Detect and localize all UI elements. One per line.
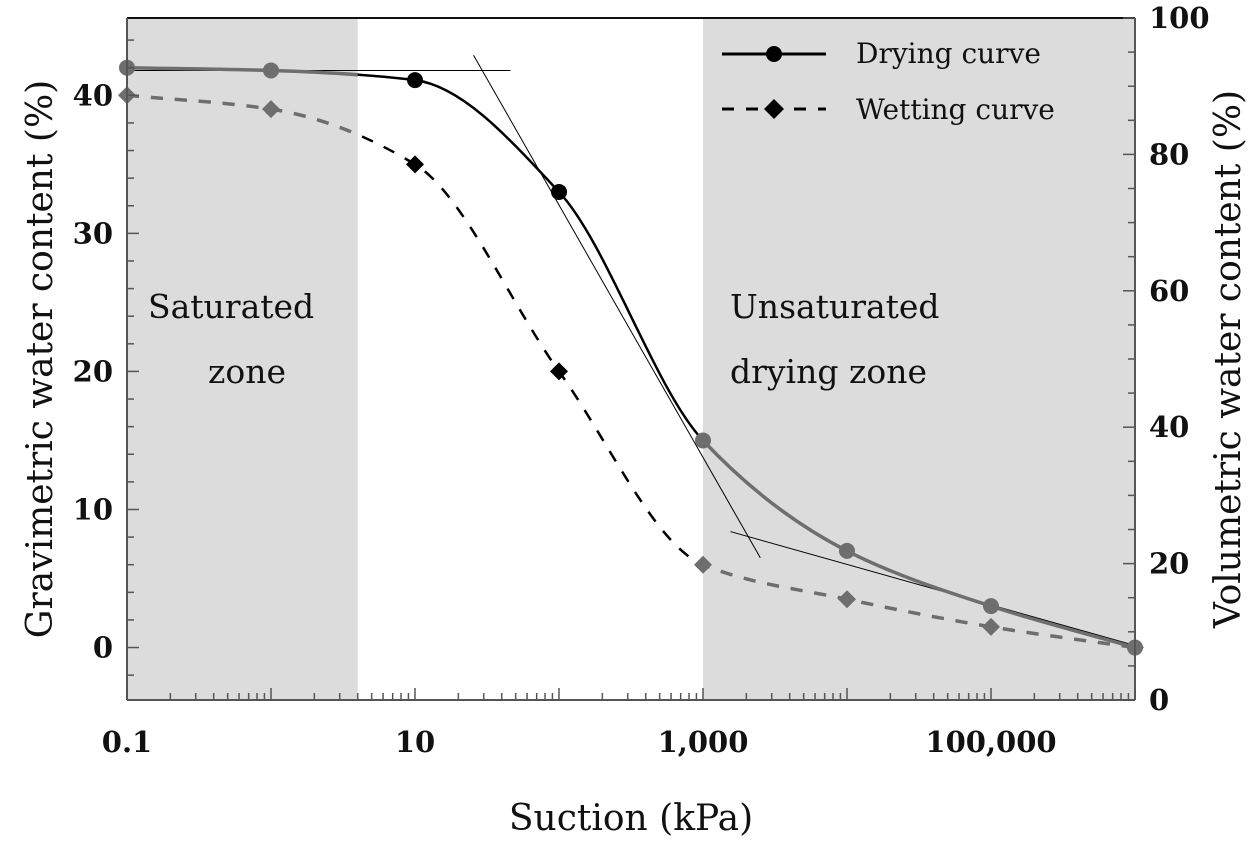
x-tick-label: 100,000	[925, 725, 1056, 759]
y-tick-label: 20	[73, 354, 113, 388]
legend: Drying curve Wetting curve	[722, 37, 1055, 126]
y-tick-label: 0	[93, 631, 113, 665]
drying-curve-point	[839, 542, 855, 559]
wetting-curve-point	[262, 100, 280, 119]
y2-tick-label: 0	[1149, 683, 1169, 717]
axes: 0.1 10 1,000 100,000 0 10 20 30 40 0 20 40 60 80 100	[73, 1, 1210, 759]
zone-label-saturated-1: Saturated	[148, 287, 314, 326]
zone-label-unsaturated-2: drying zone	[730, 352, 927, 391]
y-tick-label: 30	[73, 216, 113, 250]
drying-curve-point	[551, 183, 567, 200]
y2-axis-title: Volumetric water content (%)	[1208, 90, 1249, 629]
tangent-line-2	[730, 531, 1136, 646]
drying-curve-point	[263, 62, 279, 79]
shaded-region-0	[127, 18, 358, 700]
drying-curve-point	[983, 598, 999, 615]
legend-drying-marker	[766, 46, 782, 62]
wetting-curve-point	[694, 555, 712, 574]
zone-label-unsaturated-1: Unsaturated	[730, 287, 940, 326]
tangent-line-1	[473, 55, 761, 559]
zone-label-saturated-2: zone	[208, 352, 286, 391]
x-tick-label: 10	[395, 725, 435, 759]
y-axis-title: Gravimetric water content (%)	[20, 80, 61, 638]
drying-curve-point	[407, 72, 423, 89]
y2-tick-label: 60	[1149, 274, 1189, 308]
wetting-curve-point	[838, 590, 856, 609]
x-tick-label: 0.1	[102, 725, 152, 759]
wetting-curve-point	[982, 617, 1000, 636]
curves	[126, 65, 1136, 650]
zone-labels: Saturated zone Unsaturated drying zone	[148, 287, 940, 391]
y-tick-label: 10	[73, 492, 113, 526]
legend-wetting-label: Wetting curve	[856, 93, 1055, 126]
y2-tick-label: 20	[1149, 547, 1189, 581]
x-tick-label: 1,000	[658, 725, 749, 759]
markers	[118, 59, 1144, 657]
wetting-curve-point	[406, 155, 424, 174]
legend-drying-label: Drying curve	[856, 37, 1041, 70]
y2-tick-label: 80	[1149, 137, 1189, 171]
drying-curve-point	[695, 432, 711, 449]
wetting-curve-point	[550, 362, 568, 381]
y-tick-label: 40	[73, 78, 113, 112]
y2-tick-label: 40	[1149, 410, 1189, 444]
legend-wetting-marker	[764, 99, 784, 119]
y2-tick-label: 100	[1149, 1, 1210, 35]
x-axis-title: Suction (kPa)	[509, 798, 753, 839]
